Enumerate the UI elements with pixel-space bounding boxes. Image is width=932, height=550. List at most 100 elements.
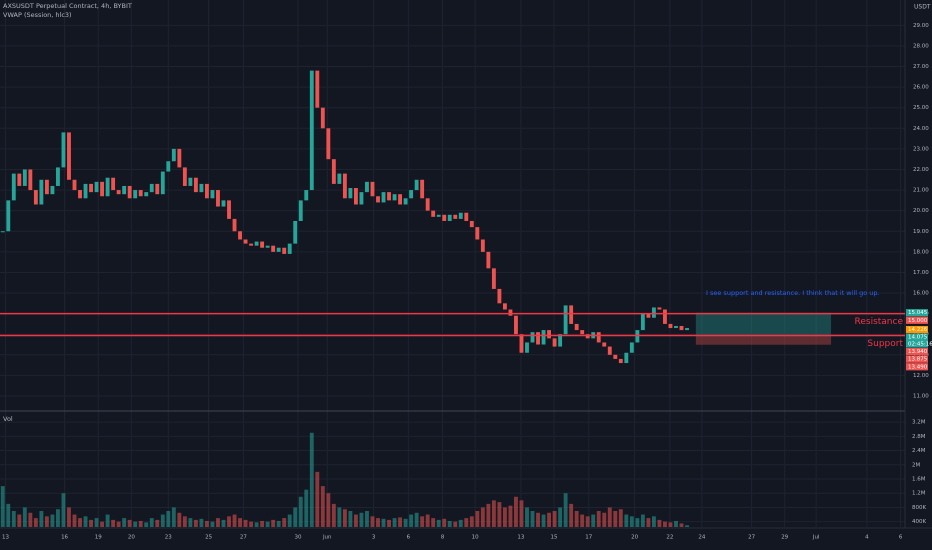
candle [94,181,99,193]
candle [431,210,436,217]
candle [249,243,254,246]
candle [514,315,518,335]
volume-bar [602,512,607,527]
volume-bar [563,493,568,527]
volume-bar [442,518,447,527]
candle [155,183,160,195]
candle [22,169,27,186]
volume-bar [425,514,430,527]
candle [519,334,524,353]
candle [651,307,656,318]
x-tick-label: 27 [240,535,247,541]
volume-bar [519,500,524,527]
candle [398,194,403,205]
volume-bar [232,514,237,527]
grid [0,0,905,527]
x-tick-label: 29 [781,535,788,541]
volume-tick-label: 2.8M [912,434,926,440]
volume-bar [89,519,93,527]
volume-bar [514,496,518,527]
x-tick-label: 8 [441,535,445,541]
candle [447,214,452,221]
volume-bar [591,514,596,527]
volume-bar [464,518,469,527]
volume-bar [56,509,60,527]
candle [221,200,226,207]
volume-bar [22,507,27,527]
candle [536,332,540,345]
volume-bar [67,507,71,527]
volume-bar [580,514,585,527]
candle [508,309,513,316]
candle [287,243,292,254]
x-tick-label: 3 [372,535,376,541]
candle [657,307,662,310]
candle [392,194,397,201]
price-label-box [906,355,928,363]
volume-bar [469,516,474,527]
candle [574,323,579,331]
candle [342,173,347,199]
volume-tick-label: 800K [912,505,926,511]
candle [171,148,176,162]
y-tick-label: 16.00 [913,291,929,297]
countdown-label: 02:45:16 [908,341,932,347]
candle [442,214,447,221]
volume-bar [182,516,187,527]
volume-bar [298,496,303,527]
volume-bar [668,522,673,527]
candle [33,190,38,205]
volume-bar [480,507,485,527]
candle [199,183,204,193]
candle [635,330,640,343]
x-tick-label: 27 [748,535,755,541]
volume-bar [188,518,193,527]
volume-tick-label: 3.2M [912,420,926,426]
candle [365,181,369,193]
volume-bar [44,516,49,527]
volume-bar [536,512,540,527]
volume-bar [100,521,105,527]
volume-bar [679,523,684,527]
x-tick-label: 10 [472,535,479,541]
volume-bar [497,502,502,527]
volume-bar [596,511,601,527]
candle [320,107,325,129]
x-tick-label: 13 [517,535,524,541]
volume-bar [6,503,11,527]
volume-bar [530,511,535,527]
volume-bar [392,518,397,527]
candle [420,179,425,199]
volume-bar [227,516,231,527]
volume-bar [646,518,651,527]
volume-bar [205,520,209,527]
x-tick-label: 23 [165,535,172,541]
candle [298,200,303,221]
candle [227,200,231,219]
candle [0,231,5,233]
candle [326,128,331,160]
volume-bar [491,500,496,527]
y-tick-label: 18.00 [913,249,929,255]
volume-bar [0,486,5,527]
candle [133,190,138,199]
candle [17,173,22,186]
volume-bar [387,519,391,527]
volume-bar [348,511,353,527]
x-tick-label: Jun [322,535,332,541]
candle [254,241,259,246]
candle [458,212,463,219]
volume-bar [265,521,270,527]
candle [541,330,546,345]
x-tick-label: 13 [2,535,9,541]
candle [315,70,320,108]
x-tick-label: 6 [407,535,411,541]
x-tick-label: 19 [95,535,102,541]
candle [11,173,16,201]
position-stop-zone [695,335,832,345]
x-tick-label: Jul [812,535,820,541]
candle [331,159,336,184]
candle [453,214,458,219]
volume-bar [11,511,16,527]
